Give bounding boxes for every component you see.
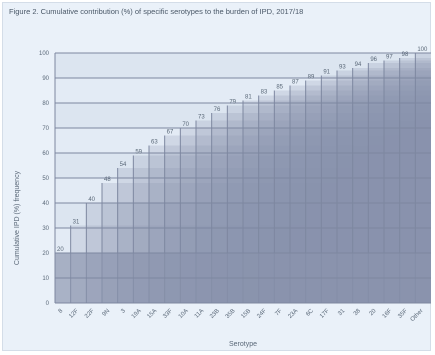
y-tick-label: 70 bbox=[42, 126, 49, 132]
data-label: 20 bbox=[57, 247, 64, 253]
data-label: 91 bbox=[323, 70, 330, 76]
x-tick-label: 31 bbox=[337, 308, 346, 317]
data-label: 31 bbox=[73, 220, 80, 226]
data-label: 96 bbox=[370, 57, 377, 63]
x-tick-label: 11A bbox=[194, 308, 205, 319]
x-tick-label: 9N bbox=[102, 308, 112, 318]
x-tick-label: 7F bbox=[274, 308, 283, 317]
y-tick-label: 40 bbox=[42, 201, 49, 207]
y-tick-label: 90 bbox=[42, 76, 49, 82]
chart-svg: 0 10 20 30 40 50 60 70 80 90 100 8 12F 22F 9N 3 19A 15A 3… bbox=[14, 47, 432, 348]
x-tick-label: 17F bbox=[319, 308, 331, 320]
x-tick-label: 10A bbox=[178, 308, 190, 320]
x-tick-label: 38 bbox=[353, 308, 362, 317]
data-label: 100 bbox=[417, 47, 428, 53]
x-tick-label: 15B bbox=[240, 308, 252, 320]
data-label: 63 bbox=[151, 140, 158, 146]
x-tick-label: 22F bbox=[84, 308, 96, 320]
x-tick-label: 23A bbox=[287, 308, 299, 320]
data-label: 87 bbox=[292, 80, 299, 86]
data-label: 83 bbox=[261, 90, 268, 96]
x-tick-label: 8 bbox=[58, 308, 65, 315]
data-label: 73 bbox=[198, 115, 205, 121]
y-tick-label: 50 bbox=[42, 176, 49, 182]
data-label: 54 bbox=[120, 162, 127, 168]
x-tick-label: 24F bbox=[256, 308, 268, 320]
y-tick-label: 0 bbox=[46, 301, 50, 307]
y-tick-label: 10 bbox=[42, 276, 49, 282]
x-tick-label: 6C bbox=[305, 308, 315, 318]
data-label: 85 bbox=[276, 85, 283, 91]
y-tick-label: 80 bbox=[42, 101, 49, 107]
data-label: 98 bbox=[402, 52, 409, 58]
x-tick-label: 3 bbox=[120, 308, 127, 315]
x-axis: 8 12F 22F 9N 3 19A 15A 33F 10A 11A 23B 35B 15B 24F 7F 2… bbox=[55, 302, 431, 323]
data-label: 94 bbox=[355, 62, 362, 68]
chart-title: Figure 2. Cumulative contribution (%) of… bbox=[9, 7, 304, 16]
data-label: 67 bbox=[167, 130, 174, 136]
x-tick-label: 19A bbox=[131, 308, 143, 320]
data-labels: 20 31 40 48 54 59 63 67 70 73 76 79 81 83 85 87 89 91 93 94… bbox=[57, 47, 428, 253]
y-tick-label: 60 bbox=[42, 151, 49, 157]
data-label: 97 bbox=[386, 55, 393, 61]
y-tick-label: 30 bbox=[42, 226, 49, 232]
x-tick-label: 23B bbox=[209, 308, 221, 320]
data-label: 70 bbox=[182, 122, 189, 128]
chart-frame: Figure 2. Cumulative contribution (%) of… bbox=[2, 2, 432, 351]
data-label: 81 bbox=[245, 95, 252, 101]
data-label: 48 bbox=[104, 177, 111, 183]
data-label: 79 bbox=[229, 100, 236, 106]
x-tick-label: 35F bbox=[397, 308, 409, 320]
data-label: 40 bbox=[88, 197, 95, 203]
y-tick-label: 100 bbox=[39, 51, 50, 57]
x-tick-label: Other bbox=[410, 308, 425, 323]
x-tick-label: 16F bbox=[382, 308, 394, 320]
x-tick-label: 35B bbox=[225, 308, 237, 320]
data-label: 93 bbox=[339, 65, 346, 71]
y-tick-label: 20 bbox=[42, 251, 49, 257]
x-tick-label: 33F bbox=[162, 308, 174, 320]
x-tick-label: 15A bbox=[146, 308, 158, 320]
data-label: 76 bbox=[214, 107, 221, 113]
data-label: 59 bbox=[135, 150, 142, 156]
x-tick-label: 20 bbox=[369, 308, 378, 317]
x-axis-label: Serotype bbox=[229, 341, 257, 348]
y-axis: 0 10 20 30 40 50 60 70 80 90 100 bbox=[39, 51, 56, 307]
x-tick-label: 12F bbox=[68, 308, 80, 320]
data-label: 89 bbox=[308, 75, 315, 81]
y-axis-label: Cumulative IPD (%) frequency bbox=[14, 170, 21, 265]
